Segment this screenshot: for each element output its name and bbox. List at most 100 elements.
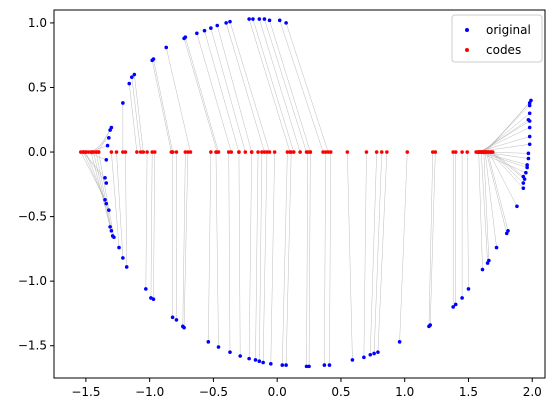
original-point [284,363,288,367]
connector-line [145,152,148,289]
connector-line [238,152,241,357]
code-point [145,150,149,154]
original-point [112,235,116,240]
x-tick-label: 0.5 [331,385,350,399]
code-point [243,150,248,154]
connector-line [264,18,307,153]
connector-line [208,152,212,342]
original-point [253,358,258,362]
original-point [526,151,531,156]
legend: original codes [451,14,543,63]
original-point [117,245,121,250]
connector-line [285,152,292,366]
original-point [262,17,267,21]
legend-label-original: original [486,23,531,37]
code-point [321,150,325,154]
original-point [280,363,285,367]
original-point [105,143,110,148]
original-point [103,176,107,180]
code-point [188,150,193,154]
connector-line [480,152,488,264]
code-point [152,150,157,154]
original-point [247,356,251,361]
code-point [209,150,213,154]
original-point [257,17,262,21]
code-point [89,150,93,154]
original-point [269,361,273,366]
code-point [237,150,241,154]
x-tick-label: −0.5 [199,385,228,399]
code-point [183,150,188,154]
original-point [526,117,531,122]
original-point [527,125,532,130]
connector-line [479,120,530,153]
code-point [291,150,296,154]
connector-line [481,151,528,166]
legend-marker-codes [465,48,469,52]
code-point [138,150,143,154]
original-point [327,363,332,367]
original-point [527,103,532,108]
connector-line [183,38,218,153]
code-point [451,150,455,154]
x-tick-label: 1.0 [395,385,414,399]
code-point [385,150,389,154]
legend-label-codes: codes [486,43,521,57]
connector-line [429,152,436,326]
code-point [267,150,272,154]
connector-line [489,151,524,189]
connector-line [269,20,311,153]
x-axis: −1.5 −1.0 −0.5 0.0 0.5 1.0 1.5 2.0 [71,378,542,399]
y-tick-label: −0.5 [18,210,47,224]
connector-line [486,100,532,153]
original-point [350,358,355,362]
connector-line [95,129,111,153]
connector-line [90,151,111,227]
connector-line [487,151,509,231]
original-point [466,287,471,291]
original-point [209,26,213,30]
original-point [368,352,373,357]
original-point [164,45,169,50]
code-point [141,150,146,154]
connector-line [204,30,240,153]
connector-line [479,151,528,168]
plot-frame [53,9,546,379]
code-point [150,150,154,154]
original-point [322,363,327,367]
series-original-points [103,17,533,369]
code-point [374,150,379,154]
original-point [451,305,455,309]
connector-line [229,21,270,153]
connector-line [252,18,295,153]
x-tick-label: −1.5 [71,385,100,399]
code-point [364,150,369,154]
code-point [91,150,96,154]
code-point [229,150,234,154]
connector-line [116,152,124,258]
original-point [228,19,232,24]
connector-line [248,152,252,359]
y-axis: 1.0 0.5 0.0 −0.5 −1.0 −1.5 [18,16,54,353]
connector-line [329,152,331,366]
connector-line [259,152,263,362]
connector-line [285,22,329,153]
original-point [104,157,109,162]
original-point [376,350,380,354]
original-point [108,225,112,229]
code-point [94,150,98,154]
original-point [527,111,532,116]
connector-line [248,18,291,153]
original-point [121,101,125,105]
connector-line [373,152,383,354]
connector-line [279,20,324,153]
code-point [78,150,83,154]
connector-line [483,152,490,261]
original-point [480,267,485,272]
original-point [150,58,154,63]
original-point [428,323,433,327]
original-point [372,351,376,356]
code-point [135,150,139,154]
connector-line [484,152,497,248]
connector-line [255,152,259,360]
